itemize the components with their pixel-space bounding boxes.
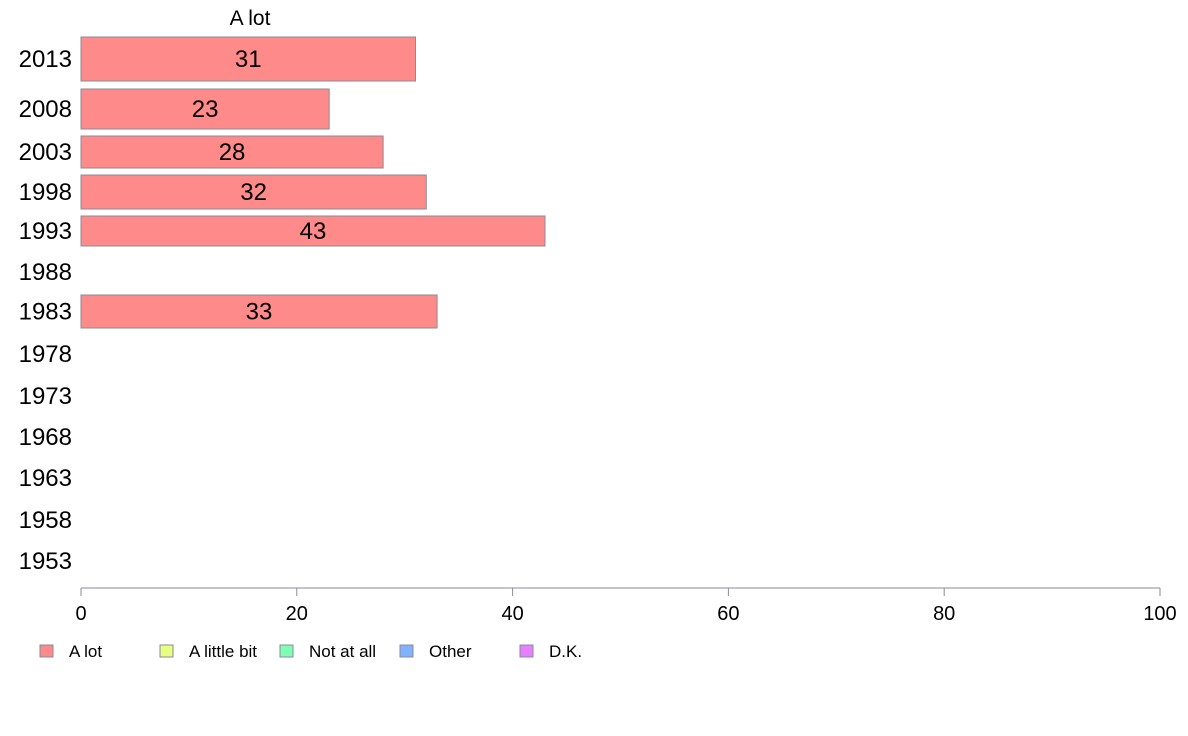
- category-label: 2008: [19, 96, 72, 123]
- bar: [80, 88, 330, 130]
- category-label: 1973: [19, 383, 72, 410]
- legend-swatch: [39, 644, 54, 658]
- legend-swatch: [279, 644, 294, 658]
- x-tick-label: 20: [286, 603, 308, 625]
- bars: [80, 36, 546, 329]
- category-label: 1963: [19, 465, 72, 492]
- x-tick-label: 60: [717, 603, 739, 625]
- category-label: 1953: [19, 548, 72, 575]
- category-label: 2013: [19, 46, 72, 73]
- x-tick-label: 40: [501, 603, 523, 625]
- category-label: 1978: [19, 341, 72, 368]
- category-label: 1958: [19, 507, 72, 534]
- x-tick-label: 0: [75, 603, 86, 625]
- legend-swatch: [399, 644, 414, 658]
- category-label: 1968: [19, 424, 72, 451]
- category-label: 1998: [19, 179, 72, 206]
- legend-label: Not at all: [309, 642, 376, 661]
- chart-title: A lot: [230, 7, 271, 30]
- legend-swatch: [159, 644, 174, 658]
- bar-value-label: 43: [300, 218, 327, 245]
- x-tick-label: 80: [933, 603, 955, 625]
- legend-swatch: [519, 644, 534, 658]
- category-labels: 2013 2008 2003 1998 1993 1988 1983 1978 1973 1968…: [19, 46, 72, 575]
- category-label: 2003: [19, 139, 72, 166]
- legend-label: Other: [429, 642, 472, 661]
- bar-value-label: 32: [240, 179, 267, 206]
- bar: [80, 294, 438, 329]
- bar: [80, 215, 546, 247]
- category-label: 1988: [19, 259, 72, 286]
- bar-value-label: 31: [235, 46, 262, 73]
- bar: [80, 135, 384, 169]
- category-label: 1983: [19, 299, 72, 326]
- legend-label: D.K.: [549, 642, 582, 661]
- bar-value-label: 33: [246, 299, 273, 326]
- x-axis: 0 20 40 60 80 100: [75, 587, 1177, 625]
- x-tick-label: 100: [1143, 603, 1176, 625]
- legend: A lot A little bit Not at all Other D.K.: [39, 642, 582, 661]
- legend-label: A lot: [69, 642, 102, 661]
- bar-value-label: 23: [192, 96, 219, 123]
- category-label: 1993: [19, 218, 72, 245]
- bar: [80, 174, 427, 210]
- bar-value-label: 28: [219, 139, 246, 166]
- legend-label: A little bit: [189, 642, 257, 661]
- bar: [80, 36, 416, 82]
